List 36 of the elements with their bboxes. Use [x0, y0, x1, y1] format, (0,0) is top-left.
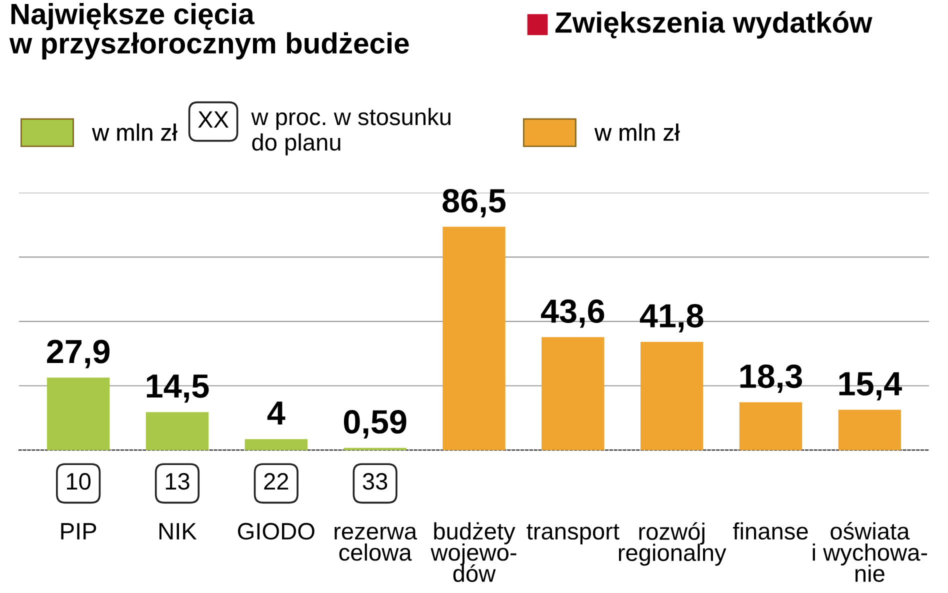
x-tick-label: NIK	[159, 523, 197, 540]
data-label: 27,9	[47, 340, 110, 368]
data-label: 43,6	[540, 299, 604, 328]
x-tick-label: transport	[526, 524, 620, 544]
text: w proc. w stosunku do planu	[251, 108, 450, 156]
chart-subtitle: Zwiększenia wydatków	[555, 11, 872, 39]
text: 10	[66, 473, 91, 490]
x-tick-label: rozwój regionalny	[618, 522, 726, 566]
x-tick-label: finanse	[733, 522, 808, 540]
data-label: 15,4	[839, 372, 902, 400]
data-label: 4	[267, 402, 286, 425]
bar	[739, 402, 802, 450]
data-label: 14,5	[146, 374, 209, 403]
x-tick-label: oświata i wychowa- nie	[812, 522, 928, 582]
data-label: 18,3	[740, 364, 802, 393]
bar	[542, 337, 604, 450]
text: XX	[198, 111, 229, 128]
bar	[442, 226, 506, 450]
bar	[46, 378, 110, 450]
x-tick-label: PIP	[61, 523, 96, 540]
data-label: 0,59	[344, 410, 406, 438]
chart-title: Największe cięcia w przyszłorocznym budżecie	[9, 2, 409, 60]
text: 13	[166, 473, 190, 490]
data-label: 86,5	[442, 188, 506, 218]
x-tick-label: rezerwa celowa	[334, 526, 418, 561]
x-tick-label: GIODO	[238, 522, 314, 540]
text: 22	[264, 473, 288, 490]
legend-label: w mln zł	[594, 123, 680, 141]
bar	[146, 412, 209, 450]
data-label: 41,8	[640, 304, 704, 332]
text: 33	[362, 473, 388, 490]
bar	[838, 410, 902, 450]
bar	[640, 342, 704, 450]
x-tick-label: budżety wojewo- dów	[430, 522, 516, 582]
legend-label: w mln zł	[92, 123, 178, 141]
bar	[244, 439, 308, 450]
